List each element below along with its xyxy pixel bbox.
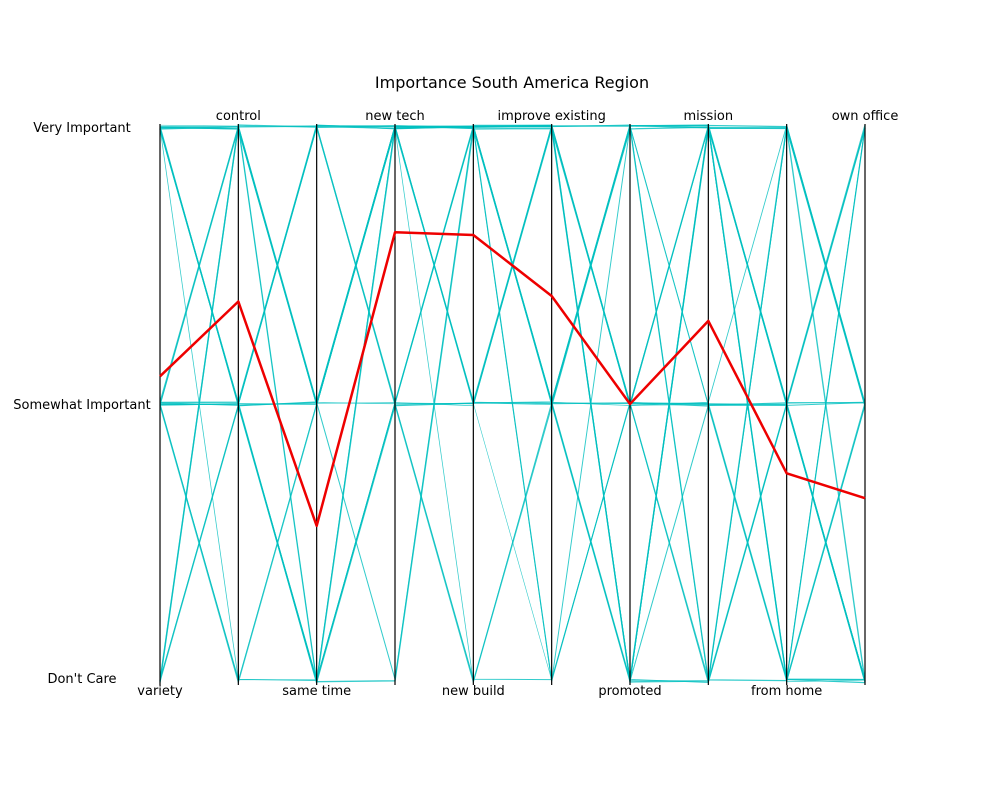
axis-label-7: mission bbox=[684, 109, 734, 124]
level-label-2: Very Important bbox=[33, 121, 131, 136]
level-label-1: Somewhat Important bbox=[13, 398, 150, 413]
background-series-line-26 bbox=[160, 401, 866, 685]
axis-label-2: same time bbox=[282, 684, 351, 699]
axis-label-4: new build bbox=[442, 684, 505, 699]
highlight-series-group bbox=[159, 231, 866, 528]
level-label-0: Don't Care bbox=[47, 672, 116, 687]
axes-group bbox=[159, 124, 866, 685]
labels-group: variety control same time new tech new build… bbox=[13, 109, 898, 699]
chart-title: Importance South America Region bbox=[375, 73, 649, 92]
axis-label-3: new tech bbox=[365, 109, 424, 124]
axis-label-5: improve existing bbox=[497, 109, 605, 124]
highlight-series-line bbox=[159, 231, 866, 528]
background-series-line-27 bbox=[159, 124, 866, 681]
axis-label-9: own office bbox=[832, 109, 899, 124]
background-series-group bbox=[159, 123, 866, 685]
axis-label-0: variety bbox=[137, 684, 183, 699]
axis-label-8: from home bbox=[751, 684, 822, 699]
axis-label-6: promoted bbox=[598, 684, 661, 699]
axis-label-1: control bbox=[216, 109, 261, 124]
